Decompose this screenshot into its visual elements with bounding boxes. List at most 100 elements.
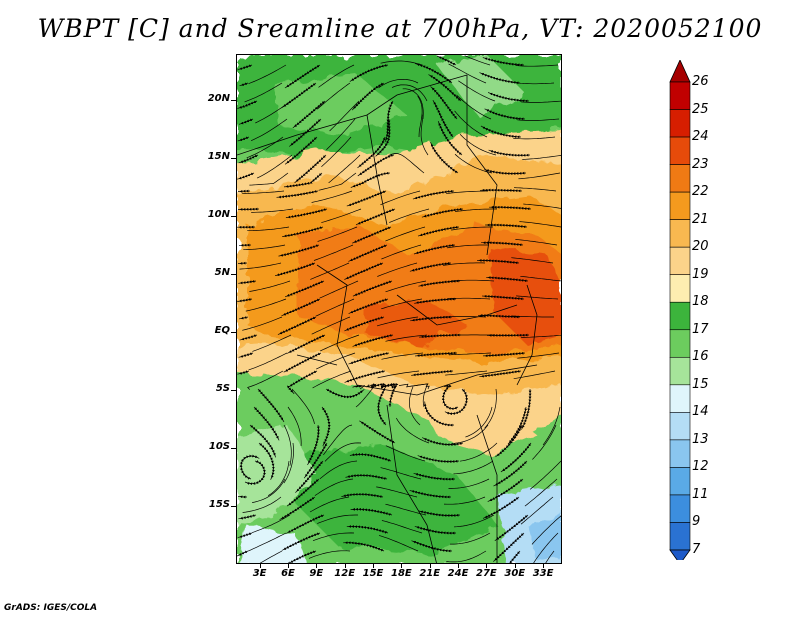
streamline [255,100,292,124]
streamline [276,189,319,199]
streamline [454,153,493,174]
streamline [480,125,522,139]
streamline [237,261,248,265]
streamline [287,550,317,563]
lon-label: 18E [390,568,412,579]
streamline [238,118,254,125]
colorbar-segment [669,329,691,358]
colorbar-segment [669,219,691,248]
streamline [283,442,294,484]
lon-tick [259,564,261,568]
lon-label: 3E [252,568,267,579]
streamline [484,388,497,429]
streamline [448,478,490,489]
colorbar-level-label: 23 [692,156,709,172]
streamline [410,383,429,408]
lat-label: EQ [214,325,230,337]
streamline [376,316,419,327]
streamline [391,84,428,102]
lat-label: 15S [208,499,230,511]
streamline [487,92,530,103]
streamline [359,420,396,444]
streamline [344,369,386,383]
colorbar-segment [669,136,691,165]
streamline [285,208,328,219]
streamlines [237,55,561,563]
colorbar-segment [669,412,691,441]
streamline [381,520,423,534]
streamline [376,486,418,498]
colorbar-level-label: 13 [692,431,709,447]
colorbar-level-label: 12 [692,459,709,475]
streamline [380,467,422,480]
streamline [443,496,486,505]
streamline [448,63,487,84]
streamline [352,385,366,390]
lat-tick [231,448,236,450]
grads-credit: GrADS: IGES/COLA [4,603,98,613]
streamline [309,496,350,513]
streamline [385,334,428,342]
streamline [495,424,523,458]
streamline [453,460,494,475]
streamline [443,262,486,266]
map-title: WBPT [C] and Sreamline at 700hPa, VT: 20… [37,14,763,43]
streamline [509,550,521,563]
colorbar-level-label: 21 [692,211,709,227]
streamline [345,473,388,480]
streamline [413,243,456,255]
streamline [249,280,291,292]
streamline [248,64,287,85]
streamline [417,96,423,138]
streamline [239,316,249,320]
streamline [456,94,492,120]
colorbar-segment [669,522,691,551]
streamline [516,64,559,67]
streamline [349,452,392,462]
streamline [238,154,259,164]
streamline [286,370,318,395]
streamline [350,171,391,188]
lat-tick [231,100,236,102]
streamline [385,226,426,242]
colorbar-segment [669,246,691,276]
streamline [252,334,292,352]
colorbar-level-label: 20 [692,239,709,255]
lon-tick [429,564,431,568]
streamline [320,334,360,352]
streamline [414,526,457,535]
streamline [287,406,302,447]
streamline [321,136,352,168]
streamline [286,514,325,534]
streamline [350,507,393,516]
colorbar-segment [669,109,691,138]
lon-label: 21E [419,568,441,579]
streamline [352,333,394,347]
lon-tick [401,564,403,568]
lon-label: 9E [309,568,324,579]
streamline [247,532,287,552]
streamline [389,208,430,223]
streamline [515,239,558,246]
streamline [321,208,362,223]
streamline [518,172,561,180]
streamline [281,298,321,317]
streamline [522,155,561,160]
streamline [423,401,455,427]
streamline [318,64,355,88]
streamline [256,154,293,179]
streamline [343,541,385,552]
streamline [411,369,454,377]
streamline [409,490,451,499]
streamline [237,100,258,109]
lon-tick [287,564,289,568]
streamline [412,189,455,200]
streamline [377,262,418,277]
streamline [388,153,425,174]
colorbar-level-label: 14 [692,404,709,420]
streamline [422,437,464,447]
streamline [445,370,488,376]
streamline [402,88,424,120]
streamline [414,297,457,304]
colorbar-segment [669,81,691,110]
